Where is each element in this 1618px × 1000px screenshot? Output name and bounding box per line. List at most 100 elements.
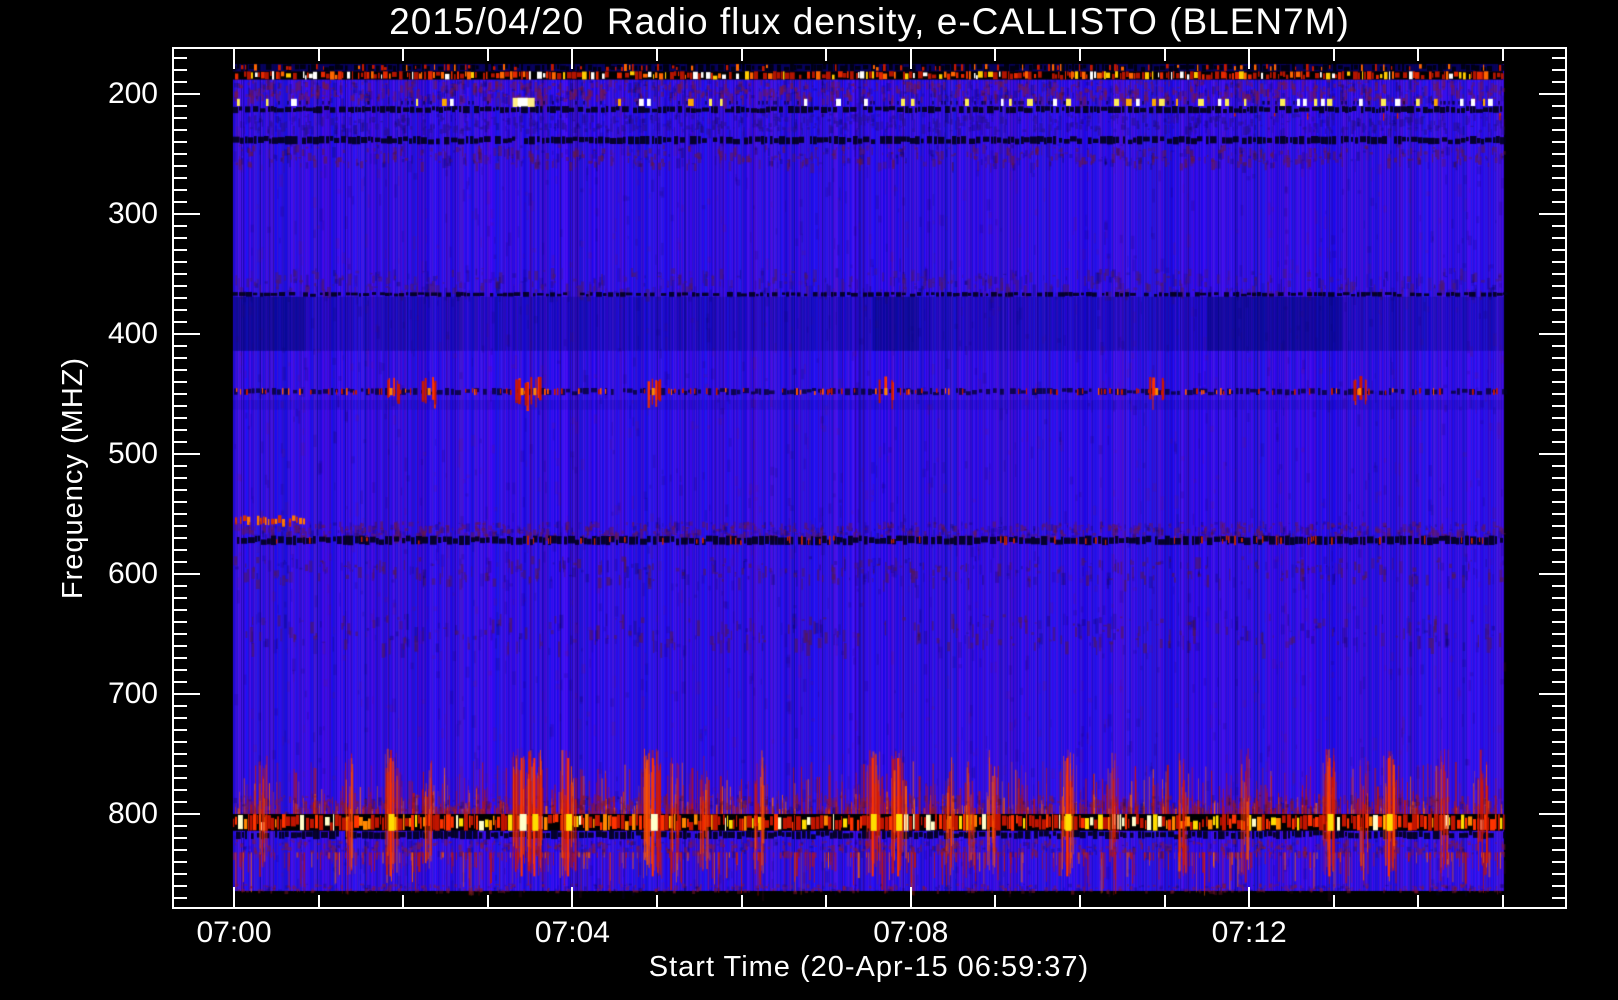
tick-mark <box>1552 141 1565 143</box>
tick-mark <box>1552 441 1565 443</box>
tick-mark <box>1552 657 1565 659</box>
tick-mark <box>1552 429 1565 431</box>
tick-mark <box>1539 213 1565 215</box>
tick-mark <box>1539 93 1565 95</box>
tick-mark <box>174 789 187 791</box>
tick-mark <box>1552 489 1565 491</box>
tick-mark <box>1333 49 1335 61</box>
tick-mark <box>174 825 187 827</box>
tick-mark <box>174 885 187 887</box>
tick-mark <box>174 585 187 587</box>
tick-mark <box>174 81 187 83</box>
tick-mark <box>1248 887 1250 907</box>
tick-mark <box>1552 465 1565 467</box>
tick-mark <box>1552 297 1565 299</box>
tick-mark <box>174 285 187 287</box>
tick-mark <box>174 417 187 419</box>
tick-mark <box>1552 861 1565 863</box>
tick-mark <box>1552 513 1565 515</box>
tick-mark <box>1552 177 1565 179</box>
y-axis-tick-label: 800 <box>107 797 158 830</box>
tick-mark <box>174 621 187 623</box>
tick-mark <box>174 501 187 503</box>
tick-mark <box>174 897 187 899</box>
tick-mark <box>1552 105 1565 107</box>
tick-mark <box>1552 165 1565 167</box>
tick-mark <box>174 273 187 275</box>
tick-mark <box>174 717 187 719</box>
tick-mark <box>1539 333 1565 335</box>
tick-mark <box>1552 249 1565 251</box>
tick-mark <box>174 141 187 143</box>
tick-mark <box>1164 895 1166 907</box>
tick-mark <box>1552 309 1565 311</box>
tick-mark <box>174 321 187 323</box>
tick-mark <box>174 765 187 767</box>
tick-mark <box>1552 381 1565 383</box>
tick-mark <box>174 753 187 755</box>
tick-mark <box>1552 753 1565 755</box>
tick-mark <box>1552 273 1565 275</box>
tick-mark <box>1552 369 1565 371</box>
tick-mark <box>174 177 187 179</box>
tick-mark <box>174 489 187 491</box>
tick-mark <box>487 49 489 61</box>
tick-mark <box>1552 57 1565 59</box>
tick-mark <box>1417 895 1419 907</box>
tick-mark <box>1552 201 1565 203</box>
tick-mark <box>174 549 187 551</box>
tick-mark <box>825 49 827 61</box>
tick-mark <box>1552 345 1565 347</box>
tick-mark <box>1552 825 1565 827</box>
x-axis-title: Start Time (20-Apr-15 06:59:37) <box>648 951 1090 983</box>
tick-mark <box>1552 873 1565 875</box>
tick-mark <box>174 309 187 311</box>
tick-mark <box>1552 117 1565 119</box>
tick-mark <box>1552 189 1565 191</box>
tick-mark <box>174 189 187 191</box>
tick-mark <box>825 895 827 907</box>
tick-mark <box>1248 49 1250 69</box>
y-axis-tick-label: 300 <box>107 197 158 230</box>
tick-mark <box>1552 597 1565 599</box>
tick-mark <box>1502 895 1504 907</box>
tick-mark <box>174 669 187 671</box>
tick-mark <box>174 837 187 839</box>
tick-mark <box>1552 741 1565 743</box>
tick-mark <box>1552 237 1565 239</box>
y-axis-tick-label: 400 <box>107 317 158 350</box>
tick-mark <box>174 93 200 95</box>
tick-mark <box>1552 777 1565 779</box>
tick-mark <box>1552 705 1565 707</box>
tick-mark <box>1552 561 1565 563</box>
tick-mark <box>1552 405 1565 407</box>
tick-mark <box>174 297 187 299</box>
tick-mark <box>174 429 187 431</box>
tick-mark <box>174 849 187 851</box>
tick-mark <box>174 57 187 59</box>
tick-mark <box>174 453 200 455</box>
tick-mark <box>174 693 200 695</box>
x-axis-tick-label: 07:08 <box>873 916 949 949</box>
tick-mark <box>1552 129 1565 131</box>
tick-mark <box>1539 453 1565 455</box>
tick-mark <box>318 49 320 61</box>
tick-mark <box>910 49 912 69</box>
tick-mark <box>174 345 187 347</box>
tick-mark <box>174 513 187 515</box>
tick-mark <box>487 895 489 907</box>
tick-mark <box>1552 321 1565 323</box>
tick-mark <box>174 729 187 731</box>
tick-mark <box>571 49 573 69</box>
chart-title: 2015/04/20 Radio flux density, e-CALLIST… <box>389 1 1350 42</box>
tick-mark <box>174 525 187 527</box>
tick-mark <box>174 465 187 467</box>
tick-mark <box>1417 49 1419 61</box>
tick-mark <box>1164 49 1166 61</box>
tick-mark <box>233 887 235 907</box>
tick-mark <box>910 887 912 907</box>
tick-mark <box>174 357 187 359</box>
tick-mark <box>174 777 187 779</box>
tick-mark <box>741 49 743 61</box>
